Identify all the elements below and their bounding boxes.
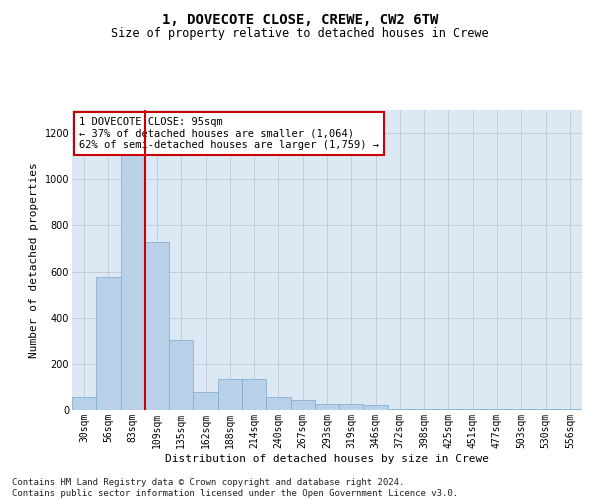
Bar <box>266 398 290 410</box>
Bar <box>290 400 315 410</box>
Bar <box>121 133 145 410</box>
X-axis label: Distribution of detached houses by size in Crewe: Distribution of detached houses by size … <box>165 454 489 464</box>
Bar <box>193 392 218 410</box>
Bar <box>339 404 364 410</box>
Y-axis label: Number of detached properties: Number of detached properties <box>29 162 39 358</box>
Bar <box>315 404 339 410</box>
Text: 1, DOVECOTE CLOSE, CREWE, CW2 6TW: 1, DOVECOTE CLOSE, CREWE, CW2 6TW <box>162 12 438 26</box>
Bar <box>412 409 436 410</box>
Bar <box>72 398 96 410</box>
Bar <box>509 409 533 410</box>
Bar <box>388 409 412 410</box>
Bar <box>461 409 485 410</box>
Text: Size of property relative to detached houses in Crewe: Size of property relative to detached ho… <box>111 28 489 40</box>
Text: Contains HM Land Registry data © Crown copyright and database right 2024.
Contai: Contains HM Land Registry data © Crown c… <box>12 478 458 498</box>
Bar <box>218 379 242 410</box>
Bar <box>145 242 169 410</box>
Bar <box>533 409 558 410</box>
Bar <box>558 409 582 410</box>
Bar <box>364 406 388 410</box>
Bar <box>436 409 461 410</box>
Bar <box>96 278 121 410</box>
Text: 1 DOVECOTE CLOSE: 95sqm
← 37% of detached houses are smaller (1,064)
62% of semi: 1 DOVECOTE CLOSE: 95sqm ← 37% of detache… <box>79 117 379 150</box>
Bar <box>242 379 266 410</box>
Bar <box>485 409 509 410</box>
Bar <box>169 340 193 410</box>
